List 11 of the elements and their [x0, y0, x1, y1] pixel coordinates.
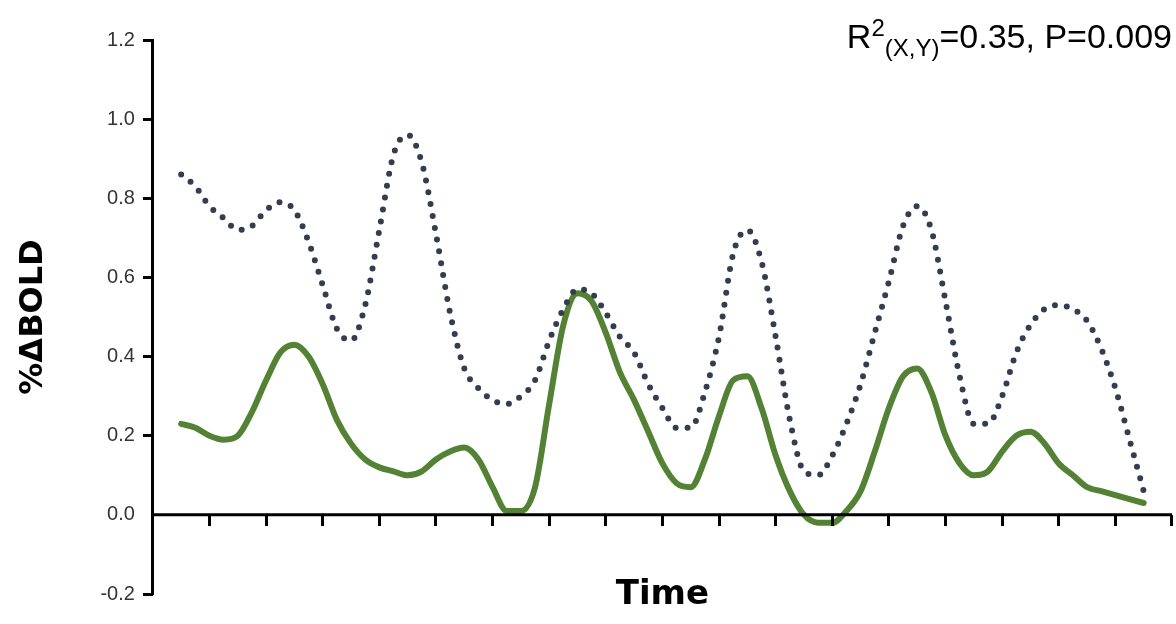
- y-axis-title: %ΔBOLD: [11, 239, 50, 395]
- y-tick-label: 0.2: [107, 423, 135, 446]
- y-tick-label: 0.6: [107, 264, 135, 287]
- y-tick-label: 1.0: [107, 106, 135, 129]
- y-tick-label: 1.2: [107, 27, 135, 50]
- y-tick-label: -0.2: [100, 581, 135, 604]
- y-tick-label: 0.0: [107, 502, 135, 525]
- y-tick-label: 0.4: [107, 344, 135, 367]
- x-axis-title: Time: [615, 572, 710, 613]
- annotation: R$^{2}$$_{(X,Y)}$=0.35, P=0.009: [846, 14, 1172, 63]
- y-tick-label: 0.8: [107, 185, 135, 208]
